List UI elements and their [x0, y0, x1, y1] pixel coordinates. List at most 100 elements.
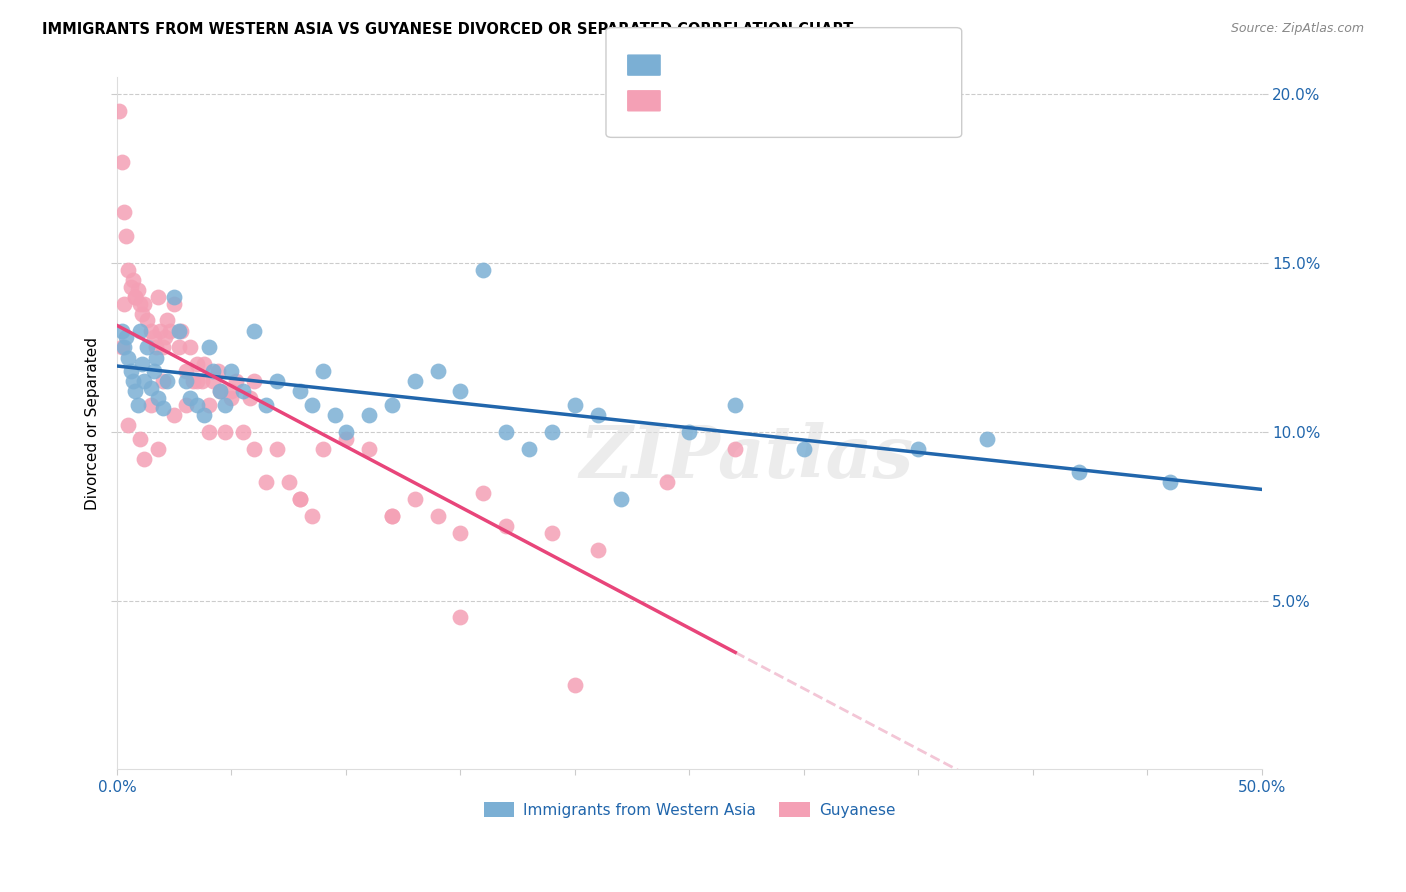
Point [108, 104, 131, 119]
Point [541, 425, 564, 439]
Point [976, 432, 998, 446]
Point [186, 374, 208, 388]
Point [202, 374, 225, 388]
Point [907, 442, 929, 456]
Point [117, 262, 139, 277]
Point [152, 341, 174, 355]
Point [381, 509, 404, 524]
Point [1067, 465, 1090, 479]
Point [156, 374, 179, 388]
Point [243, 324, 266, 338]
Point [110, 324, 132, 338]
Point [243, 374, 266, 388]
Point [301, 398, 323, 412]
Point [128, 432, 150, 446]
Point [115, 330, 138, 344]
Point [793, 442, 815, 456]
Point [122, 273, 145, 287]
Point [135, 313, 157, 327]
Point [655, 475, 678, 490]
Point [141, 381, 163, 395]
Point [127, 283, 149, 297]
Point [202, 364, 225, 378]
Point [128, 296, 150, 310]
Point [449, 384, 471, 399]
Point [197, 341, 219, 355]
Point [335, 425, 357, 439]
Point [122, 374, 145, 388]
Point [323, 408, 346, 422]
Point [179, 391, 201, 405]
Point [266, 442, 288, 456]
Point [193, 408, 215, 422]
Point [381, 398, 404, 412]
Text: R = -0.401: R = -0.401 [671, 58, 752, 72]
Point [312, 364, 335, 378]
Point [153, 330, 176, 344]
Point [159, 324, 181, 338]
Point [141, 398, 163, 412]
Point [404, 492, 426, 507]
Point [179, 341, 201, 355]
Point [148, 442, 170, 456]
Point [277, 475, 299, 490]
Point [174, 398, 197, 412]
Point [357, 442, 380, 456]
Point [335, 432, 357, 446]
Point [163, 296, 186, 310]
Point [193, 357, 215, 371]
Point [381, 509, 404, 524]
Point [134, 451, 156, 466]
Point [149, 324, 172, 338]
Point [312, 442, 335, 456]
Point [120, 364, 142, 378]
Point [170, 324, 193, 338]
Point [117, 351, 139, 365]
Point [266, 374, 288, 388]
Point [1159, 475, 1181, 490]
Point [197, 425, 219, 439]
Point [724, 442, 747, 456]
Point [214, 425, 236, 439]
Point [564, 398, 586, 412]
Point [208, 384, 231, 399]
Text: N = 79: N = 79 [807, 94, 860, 108]
Point [288, 492, 311, 507]
Point [163, 408, 186, 422]
Point [110, 341, 132, 355]
Point [586, 408, 609, 422]
Point [117, 418, 139, 433]
Point [207, 364, 229, 378]
Point [472, 485, 495, 500]
Text: IMMIGRANTS FROM WESTERN ASIA VS GUYANESE DIVORCED OR SEPARATED CORRELATION CHART: IMMIGRANTS FROM WESTERN ASIA VS GUYANESE… [42, 22, 853, 37]
Point [174, 364, 197, 378]
Point [404, 374, 426, 388]
Point [115, 229, 138, 244]
Legend: Immigrants from Western Asia, Guyanese: Immigrants from Western Asia, Guyanese [478, 796, 901, 824]
Point [174, 374, 197, 388]
Point [221, 364, 243, 378]
Point [232, 384, 254, 399]
Point [495, 425, 517, 439]
Point [112, 341, 135, 355]
Point [208, 384, 231, 399]
Point [120, 279, 142, 293]
Point [214, 398, 236, 412]
Point [426, 509, 449, 524]
Text: N = 57: N = 57 [807, 58, 860, 72]
Point [142, 330, 165, 344]
Point [156, 313, 179, 327]
Point [145, 351, 167, 365]
Point [564, 678, 586, 692]
Text: R = -0.357: R = -0.357 [671, 94, 752, 108]
Point [724, 398, 747, 412]
Point [135, 341, 157, 355]
Point [128, 324, 150, 338]
Point [141, 324, 163, 338]
Point [124, 384, 146, 399]
Point [134, 374, 156, 388]
Point [254, 475, 277, 490]
Text: ZIPatlas: ZIPatlas [579, 423, 914, 493]
Point [243, 442, 266, 456]
Point [186, 398, 208, 412]
